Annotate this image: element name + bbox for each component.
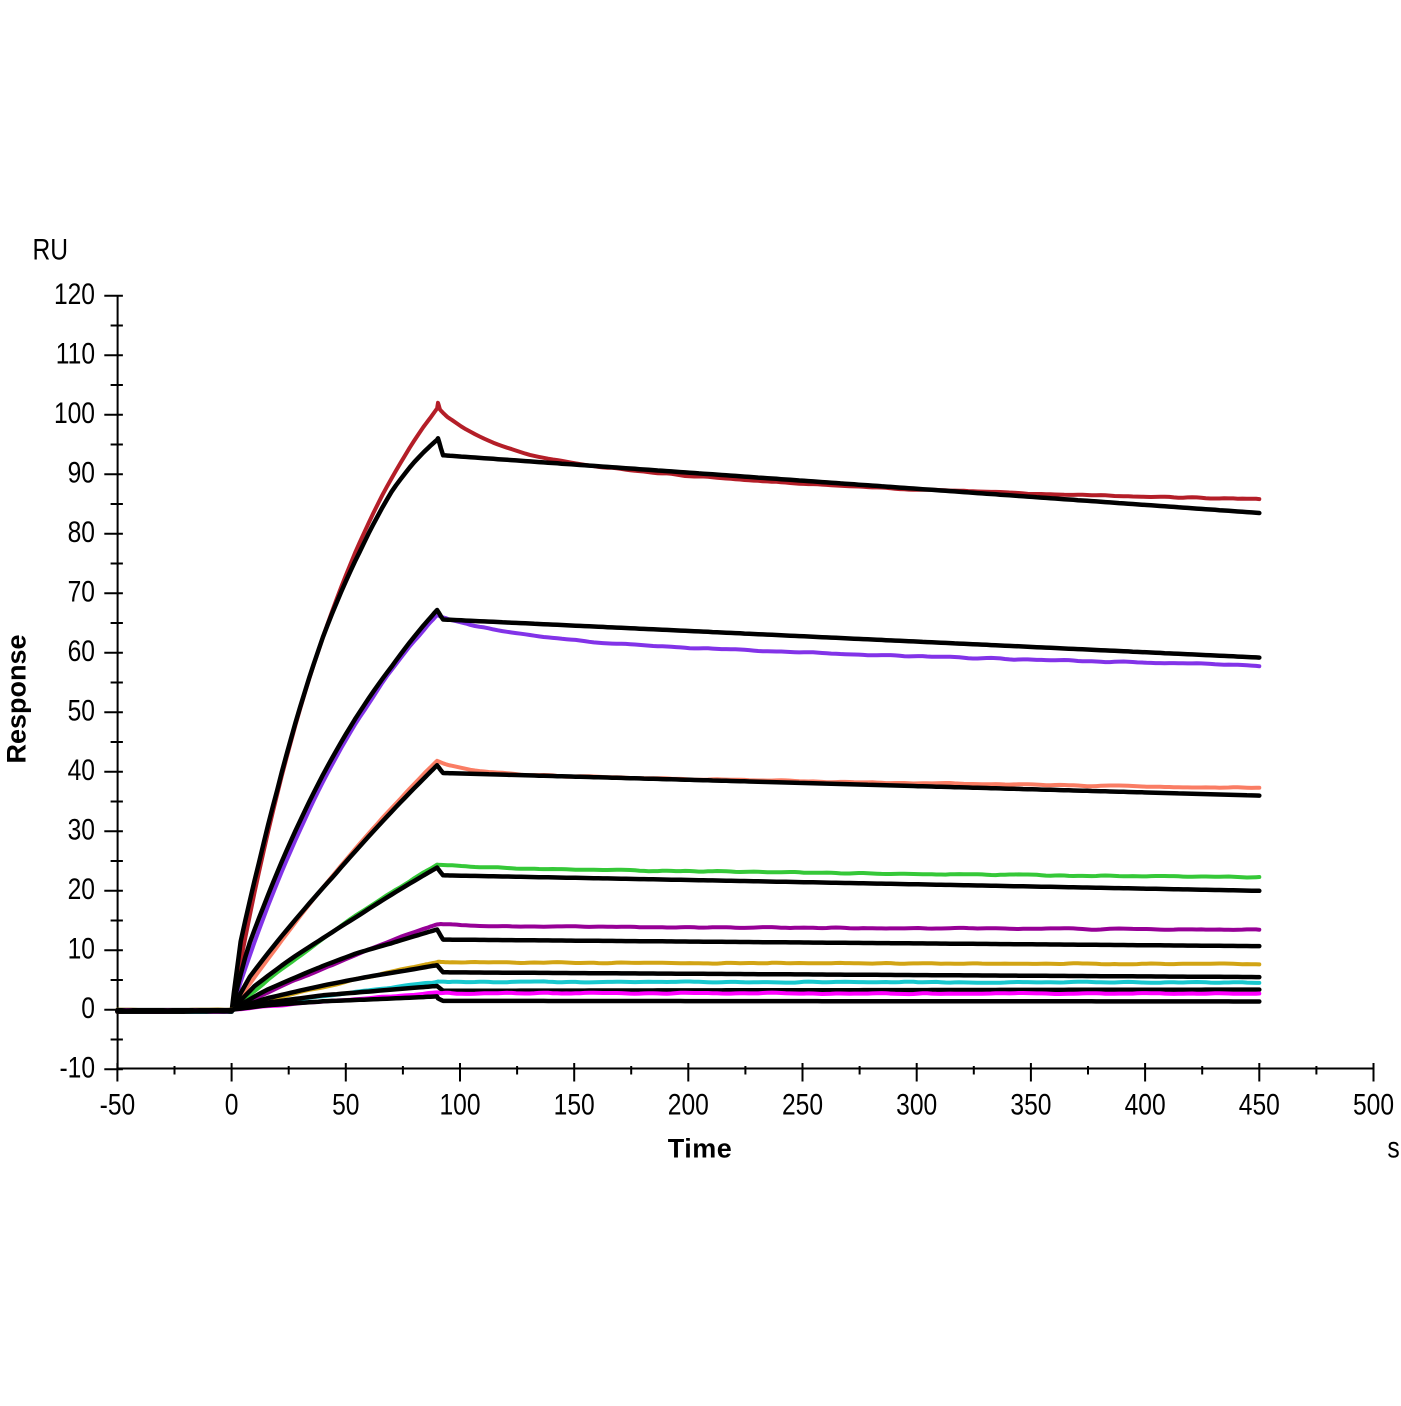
svg-text:100: 100 <box>439 1087 480 1121</box>
svg-text:350: 350 <box>1010 1087 1051 1121</box>
svg-text:110: 110 <box>56 336 95 370</box>
svg-text:30: 30 <box>68 812 95 846</box>
svg-text:90: 90 <box>68 455 95 489</box>
svg-text:250: 250 <box>782 1087 823 1121</box>
svg-text:400: 400 <box>1125 1087 1166 1121</box>
svg-text:Time: Time <box>668 1133 733 1163</box>
svg-text:-50: -50 <box>100 1087 136 1121</box>
svg-text:50: 50 <box>332 1087 359 1121</box>
svg-text:s: s <box>1387 1130 1399 1164</box>
svg-text:100: 100 <box>54 396 95 430</box>
svg-text:60: 60 <box>68 634 95 668</box>
svg-text:150: 150 <box>554 1087 595 1121</box>
svg-text:10: 10 <box>68 931 95 965</box>
svg-text:40: 40 <box>68 753 95 787</box>
svg-text:70: 70 <box>68 574 95 608</box>
svg-text:500: 500 <box>1353 1087 1394 1121</box>
svg-text:Response: Response <box>2 634 32 763</box>
svg-text:20: 20 <box>68 872 95 906</box>
svg-text:-10: -10 <box>59 1050 95 1084</box>
svg-text:300: 300 <box>896 1087 937 1121</box>
svg-text:50: 50 <box>68 693 95 727</box>
svg-text:80: 80 <box>68 515 95 549</box>
svg-text:200: 200 <box>668 1087 709 1121</box>
svg-text:0: 0 <box>81 991 95 1025</box>
svg-text:RU: RU <box>33 232 69 266</box>
svg-text:450: 450 <box>1239 1087 1280 1121</box>
svg-text:0: 0 <box>225 1087 239 1121</box>
svg-text:120: 120 <box>54 277 95 311</box>
